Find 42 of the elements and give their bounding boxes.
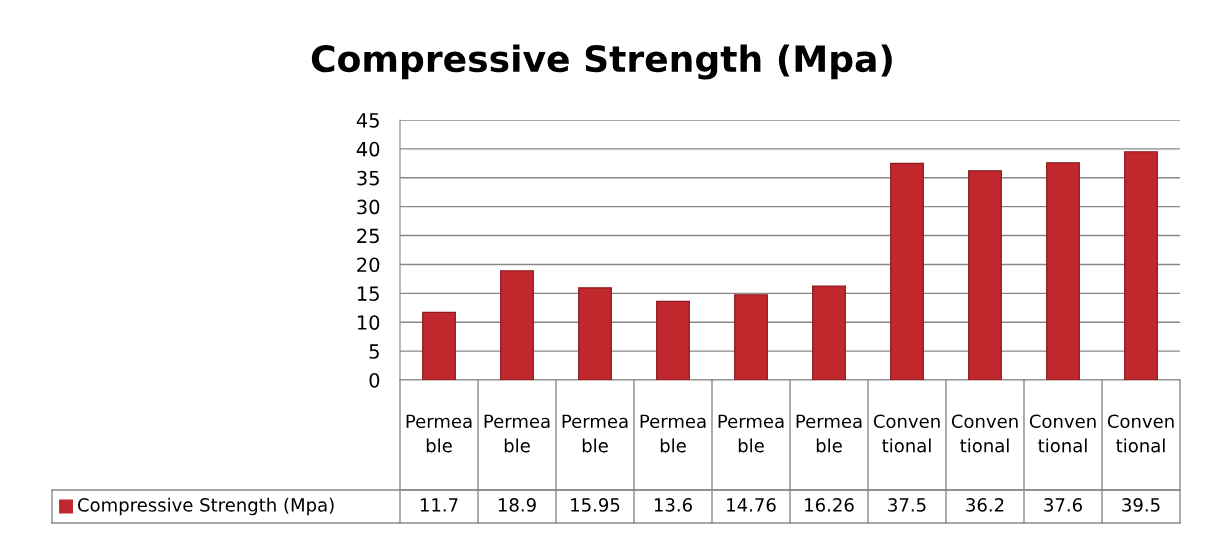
- x-tick-label: Permeable: [406, 414, 472, 453]
- y-tick-label: 45: [356, 113, 379, 128]
- x-tick-label: Conventional: [1029, 414, 1096, 453]
- x-tick-label: Conventional: [1107, 414, 1174, 453]
- data-label: 11.7: [420, 498, 458, 512]
- data-label: 13.6: [654, 498, 692, 512]
- data-label: 18.9: [498, 498, 536, 512]
- x-tick-label: Conventional: [873, 414, 940, 453]
- bar: [968, 170, 1002, 380]
- data-label: 37.5: [888, 498, 926, 512]
- bar: [1046, 162, 1080, 380]
- y-tick-label: 0: [369, 372, 380, 388]
- data-label: 16.26: [805, 498, 854, 512]
- data-label: 36.2: [966, 498, 1004, 512]
- y-tick-label: 10: [357, 315, 380, 330]
- y-tick-label: 40: [356, 141, 380, 157]
- x-tick-label: Permeable: [640, 414, 706, 453]
- bar: [812, 285, 846, 380]
- y-tick-label: 25: [357, 228, 379, 244]
- bar: [1124, 151, 1158, 380]
- x-tick-label: Permeable: [562, 414, 628, 453]
- bar: [578, 287, 612, 380]
- bar: [656, 300, 690, 380]
- y-tick-label: 35: [357, 170, 379, 186]
- y-tick-label: 20: [357, 257, 380, 273]
- x-tick-label: Permeable: [718, 414, 784, 453]
- y-tick-label: 30: [357, 199, 380, 215]
- bar: [422, 311, 456, 380]
- data-label: 39.5: [1122, 498, 1160, 512]
- bar: [500, 270, 534, 380]
- bar: [734, 294, 768, 380]
- legend-label: Compressive Strength (Mpa): [77, 497, 334, 516]
- x-tick-label: Conventional: [951, 414, 1018, 453]
- y-tick-label: 5: [369, 344, 379, 359]
- data-label: 37.6: [1044, 498, 1082, 512]
- bar: [890, 162, 924, 380]
- x-tick-label: Permeable: [796, 414, 862, 453]
- data-label: 15.95: [571, 498, 620, 512]
- data-label: 14.76: [727, 498, 776, 512]
- x-tick-label: Permeable: [484, 414, 550, 453]
- y-tick-label: 15: [357, 286, 379, 301]
- chart-title: Compressive Strength (Mpa): [311, 44, 892, 80]
